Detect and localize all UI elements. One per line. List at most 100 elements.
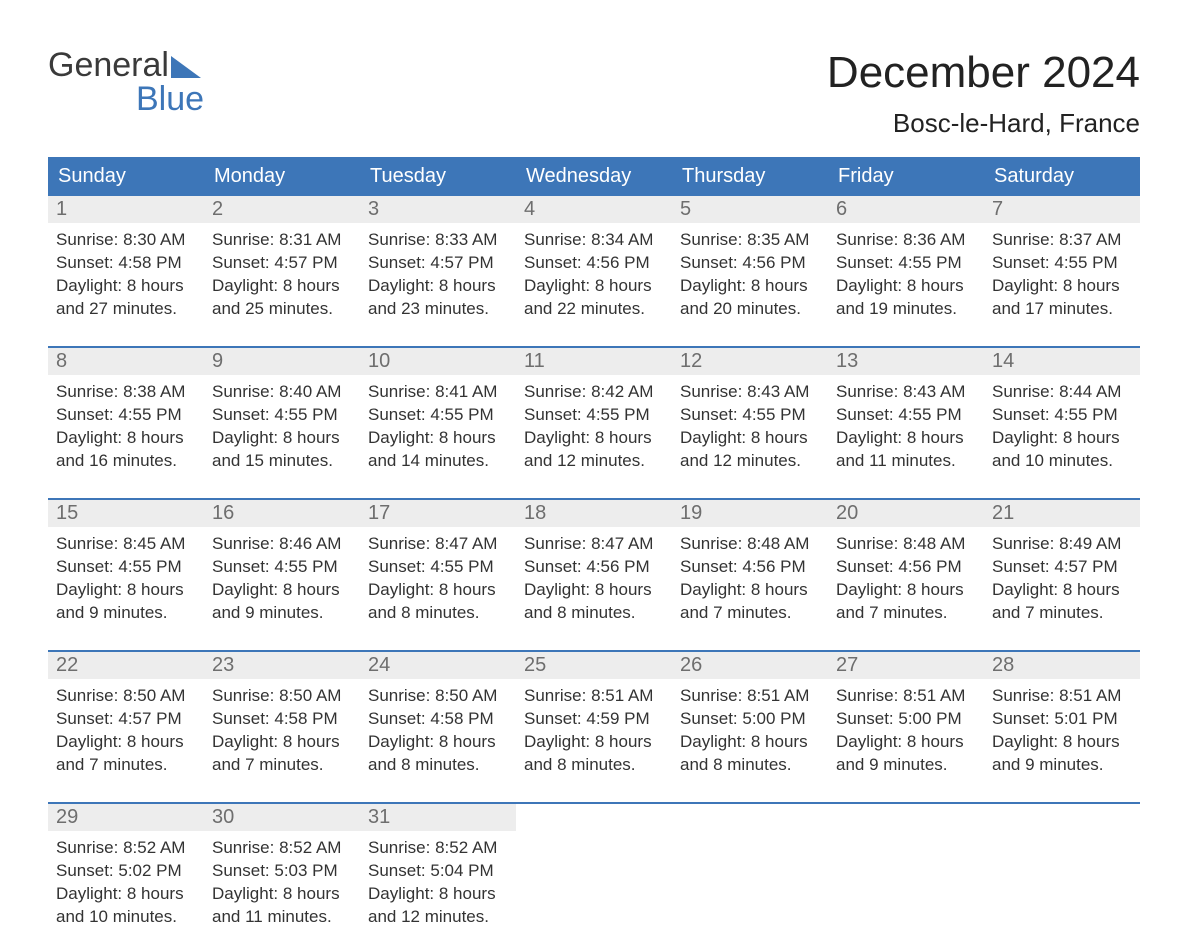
daylight-text: and 27 minutes.	[56, 298, 196, 321]
sunset-text: Sunset: 4:55 PM	[56, 404, 196, 427]
dow-cell: Saturday	[984, 157, 1140, 196]
sunset-text: Sunset: 4:57 PM	[56, 708, 196, 731]
day-cell: 9Sunrise: 8:40 AMSunset: 4:55 PMDaylight…	[204, 348, 360, 476]
day-cell: 12Sunrise: 8:43 AMSunset: 4:55 PMDayligh…	[672, 348, 828, 476]
day-body: Sunrise: 8:52 AMSunset: 5:03 PMDaylight:…	[204, 831, 360, 929]
day-body: Sunrise: 8:38 AMSunset: 4:55 PMDaylight:…	[48, 375, 204, 473]
sunset-text: Sunset: 5:04 PM	[368, 860, 508, 883]
day-body: Sunrise: 8:47 AMSunset: 4:56 PMDaylight:…	[516, 527, 672, 625]
sunrise-text: Sunrise: 8:52 AM	[56, 837, 196, 860]
dow-cell: Thursday	[672, 157, 828, 196]
day-number: 5	[672, 196, 828, 223]
day-cell: 3Sunrise: 8:33 AMSunset: 4:57 PMDaylight…	[360, 196, 516, 324]
day-body: Sunrise: 8:45 AMSunset: 4:55 PMDaylight:…	[48, 527, 204, 625]
day-number: 19	[672, 500, 828, 527]
daylight-text: Daylight: 8 hours	[836, 731, 976, 754]
daylight-text: and 25 minutes.	[212, 298, 352, 321]
day-number: 17	[360, 500, 516, 527]
daylight-text: and 20 minutes.	[680, 298, 820, 321]
day-body: Sunrise: 8:50 AMSunset: 4:58 PMDaylight:…	[360, 679, 516, 777]
dow-cell: Wednesday	[516, 157, 672, 196]
daylight-text: Daylight: 8 hours	[56, 731, 196, 754]
sunset-text: Sunset: 4:55 PM	[992, 404, 1132, 427]
day-number: 12	[672, 348, 828, 375]
day-body: Sunrise: 8:51 AMSunset: 5:01 PMDaylight:…	[984, 679, 1140, 777]
sunset-text: Sunset: 4:56 PM	[836, 556, 976, 579]
day-number: 29	[48, 804, 204, 831]
day-number: 28	[984, 652, 1140, 679]
day-number: 6	[828, 196, 984, 223]
day-number: 26	[672, 652, 828, 679]
week-row: 8Sunrise: 8:38 AMSunset: 4:55 PMDaylight…	[48, 346, 1140, 476]
daylight-text: Daylight: 8 hours	[212, 883, 352, 906]
day-number: 9	[204, 348, 360, 375]
day-number: 21	[984, 500, 1140, 527]
day-number: 22	[48, 652, 204, 679]
daylight-text: and 22 minutes.	[524, 298, 664, 321]
daylight-text: Daylight: 8 hours	[992, 275, 1132, 298]
day-cell: 17Sunrise: 8:47 AMSunset: 4:55 PMDayligh…	[360, 500, 516, 628]
day-body: Sunrise: 8:48 AMSunset: 4:56 PMDaylight:…	[828, 527, 984, 625]
daylight-text: Daylight: 8 hours	[368, 883, 508, 906]
daylight-text: Daylight: 8 hours	[680, 427, 820, 450]
sunrise-text: Sunrise: 8:52 AM	[368, 837, 508, 860]
day-cell: 18Sunrise: 8:47 AMSunset: 4:56 PMDayligh…	[516, 500, 672, 628]
daylight-text: Daylight: 8 hours	[680, 731, 820, 754]
daylight-text: Daylight: 8 hours	[56, 275, 196, 298]
daylight-text: and 9 minutes.	[212, 602, 352, 625]
calendar: SundayMondayTuesdayWednesdayThursdayFrid…	[48, 157, 1140, 932]
day-body: Sunrise: 8:36 AMSunset: 4:55 PMDaylight:…	[828, 223, 984, 321]
daylight-text: Daylight: 8 hours	[524, 427, 664, 450]
daylight-text: and 8 minutes.	[368, 754, 508, 777]
sunset-text: Sunset: 5:03 PM	[212, 860, 352, 883]
sunset-text: Sunset: 4:56 PM	[680, 252, 820, 275]
day-cell: 21Sunrise: 8:49 AMSunset: 4:57 PMDayligh…	[984, 500, 1140, 628]
day-number: 7	[984, 196, 1140, 223]
daylight-text: and 8 minutes.	[524, 754, 664, 777]
daylight-text: Daylight: 8 hours	[368, 275, 508, 298]
day-body: Sunrise: 8:49 AMSunset: 4:57 PMDaylight:…	[984, 527, 1140, 625]
daylight-text: and 7 minutes.	[56, 754, 196, 777]
day-number: 8	[48, 348, 204, 375]
day-number: 10	[360, 348, 516, 375]
sunrise-text: Sunrise: 8:33 AM	[368, 229, 508, 252]
weeks-container: 1Sunrise: 8:30 AMSunset: 4:58 PMDaylight…	[48, 196, 1140, 932]
day-body: Sunrise: 8:33 AMSunset: 4:57 PMDaylight:…	[360, 223, 516, 321]
sunset-text: Sunset: 4:56 PM	[524, 252, 664, 275]
day-cell: 6Sunrise: 8:36 AMSunset: 4:55 PMDaylight…	[828, 196, 984, 324]
sunrise-text: Sunrise: 8:50 AM	[56, 685, 196, 708]
sunset-text: Sunset: 4:55 PM	[212, 556, 352, 579]
day-body: Sunrise: 8:50 AMSunset: 4:57 PMDaylight:…	[48, 679, 204, 777]
daylight-text: and 9 minutes.	[992, 754, 1132, 777]
daylight-text: and 12 minutes.	[524, 450, 664, 473]
day-number: 1	[48, 196, 204, 223]
day-cell: 14Sunrise: 8:44 AMSunset: 4:55 PMDayligh…	[984, 348, 1140, 476]
sunset-text: Sunset: 5:01 PM	[992, 708, 1132, 731]
day-body: Sunrise: 8:50 AMSunset: 4:58 PMDaylight:…	[204, 679, 360, 777]
daylight-text: and 11 minutes.	[212, 906, 352, 929]
daylight-text: Daylight: 8 hours	[368, 731, 508, 754]
day-cell: 23Sunrise: 8:50 AMSunset: 4:58 PMDayligh…	[204, 652, 360, 780]
day-number: 25	[516, 652, 672, 679]
daylight-text: Daylight: 8 hours	[836, 275, 976, 298]
sunset-text: Sunset: 4:55 PM	[368, 556, 508, 579]
daylight-text: Daylight: 8 hours	[680, 579, 820, 602]
sunset-text: Sunset: 4:55 PM	[836, 404, 976, 427]
day-body: Sunrise: 8:47 AMSunset: 4:55 PMDaylight:…	[360, 527, 516, 625]
day-body: Sunrise: 8:51 AMSunset: 5:00 PMDaylight:…	[672, 679, 828, 777]
sunrise-text: Sunrise: 8:44 AM	[992, 381, 1132, 404]
sunset-text: Sunset: 4:55 PM	[680, 404, 820, 427]
daylight-text: and 8 minutes.	[368, 602, 508, 625]
sunset-text: Sunset: 5:02 PM	[56, 860, 196, 883]
sunrise-text: Sunrise: 8:48 AM	[680, 533, 820, 556]
daylight-text: and 7 minutes.	[212, 754, 352, 777]
daylight-text: and 8 minutes.	[680, 754, 820, 777]
day-body: Sunrise: 8:43 AMSunset: 4:55 PMDaylight:…	[672, 375, 828, 473]
sunrise-text: Sunrise: 8:52 AM	[212, 837, 352, 860]
sunrise-text: Sunrise: 8:51 AM	[524, 685, 664, 708]
sunset-text: Sunset: 5:00 PM	[680, 708, 820, 731]
day-body: Sunrise: 8:31 AMSunset: 4:57 PMDaylight:…	[204, 223, 360, 321]
sunset-text: Sunset: 4:59 PM	[524, 708, 664, 731]
sunrise-text: Sunrise: 8:31 AM	[212, 229, 352, 252]
sunrise-text: Sunrise: 8:37 AM	[992, 229, 1132, 252]
